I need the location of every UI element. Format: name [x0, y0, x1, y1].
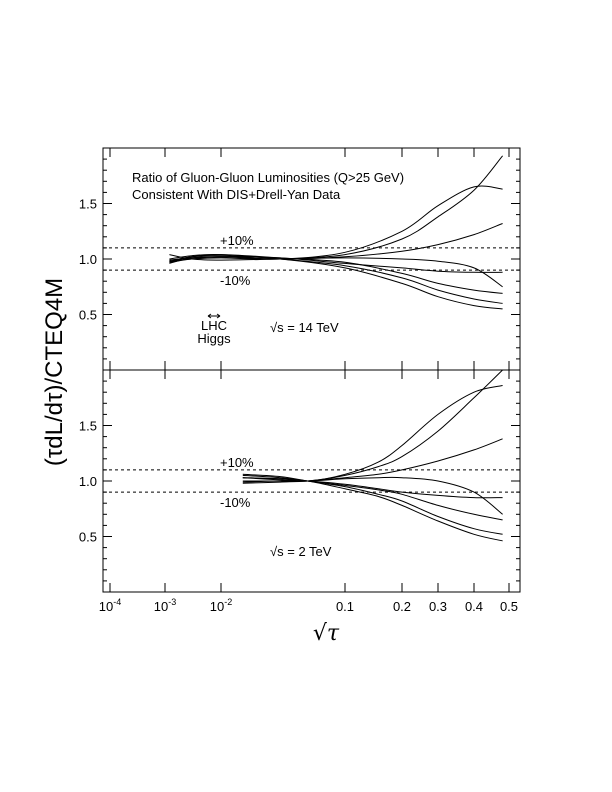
x-tick-label: 10-2 — [210, 597, 232, 614]
series-line-bottom-8 — [242, 477, 503, 542]
series-line-bottom-2 — [242, 385, 503, 482]
higgs-marker-label-2: Higgs — [197, 331, 231, 346]
series-line-top-2 — [169, 185, 503, 262]
y-tick-label: 1.0 — [79, 252, 97, 267]
x-tick-label: 10-4 — [99, 597, 121, 614]
series-line-bottom-3 — [242, 438, 503, 484]
x-tick-label: 10-3 — [154, 597, 176, 614]
series-line-bottom-7 — [242, 473, 503, 535]
y-tick-label: 0.5 — [79, 308, 97, 323]
y-tick-label: 1.5 — [79, 197, 97, 212]
higgs-marker-label-1: LHC — [201, 318, 227, 333]
panel-bottom: 0.5 1.0 1.5 +10% -10% √s = 2 TeV — [79, 369, 521, 593]
energy-label: √s = 14 TeV — [270, 320, 339, 335]
series-line-bottom-4 — [242, 476, 503, 515]
series-line-top-5 — [169, 256, 503, 273]
series-line-top-7 — [169, 253, 503, 304]
series-line-bottom-5 — [242, 480, 503, 499]
y-axis-label: (τdL/dτ)/CTEQ4M — [41, 278, 68, 466]
panel-title-line-2: Consistent With DIS+Drell-Yan Data — [132, 187, 341, 202]
y-tick-label: 0.5 — [79, 530, 97, 545]
higgs-range-arrowheads — [207, 313, 221, 319]
series-line-bottom-6 — [242, 474, 503, 521]
series-line-top-4 — [169, 254, 503, 288]
y-tick-label: 1.5 — [79, 419, 97, 434]
x-tick-label: 0.3 — [429, 599, 447, 614]
minus-ten-percent-label: -10% — [220, 495, 251, 510]
x-tick-label: 0.2 — [393, 599, 411, 614]
x-tick-label: 0.5 — [500, 599, 518, 614]
y-tick-label: 1.0 — [79, 474, 97, 489]
panel-top: 0.5 1.0 1.5 +10% -10% Ratio of Gluon-Gluon Lu… — [79, 147, 521, 371]
minus-ten-percent-label: -10% — [220, 273, 251, 288]
x-tick-label: 0.1 — [336, 599, 354, 614]
x-tick-label: 0.4 — [465, 599, 483, 614]
panel-title-line-1: Ratio of Gluon-Gluon Luminosities (Q>25 … — [132, 170, 404, 185]
x-axis-label: √τ — [313, 621, 340, 646]
series-line-top-8 — [169, 255, 503, 310]
plus-ten-percent-label: +10% — [220, 233, 254, 248]
energy-label: √s = 2 TeV — [270, 544, 332, 559]
plus-ten-percent-label: +10% — [220, 455, 254, 470]
